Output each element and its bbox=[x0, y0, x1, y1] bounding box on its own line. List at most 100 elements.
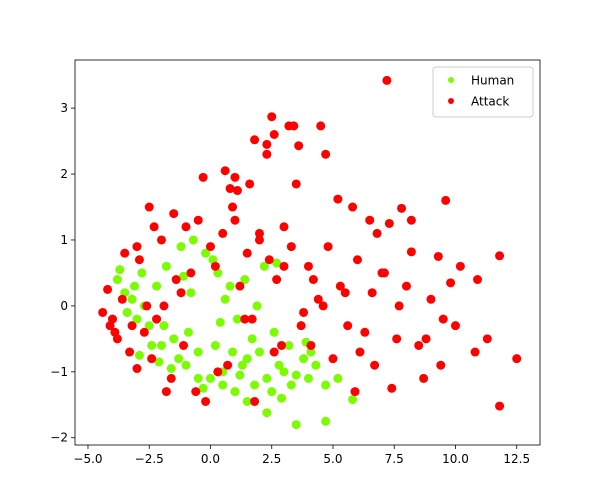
point bbox=[247, 314, 257, 324]
point bbox=[250, 135, 260, 145]
point bbox=[296, 321, 306, 331]
point bbox=[169, 334, 179, 344]
point bbox=[152, 314, 162, 324]
point bbox=[384, 218, 394, 228]
point bbox=[161, 261, 171, 271]
point bbox=[321, 380, 331, 390]
y-tick-label: 0 bbox=[60, 299, 68, 313]
point bbox=[512, 354, 522, 364]
point bbox=[360, 327, 370, 337]
point bbox=[333, 194, 343, 204]
point bbox=[250, 380, 260, 390]
point bbox=[306, 347, 316, 357]
point bbox=[240, 275, 250, 285]
point bbox=[299, 354, 309, 364]
point bbox=[495, 401, 505, 411]
point bbox=[482, 334, 492, 344]
point bbox=[495, 251, 505, 261]
y-tick-label: 2 bbox=[60, 167, 68, 181]
point bbox=[352, 255, 362, 265]
y-tick-label: 1 bbox=[60, 233, 68, 247]
point bbox=[303, 261, 313, 271]
point bbox=[132, 242, 142, 252]
point bbox=[159, 301, 169, 311]
point bbox=[198, 172, 208, 182]
point bbox=[181, 360, 191, 370]
point bbox=[242, 396, 252, 406]
point bbox=[473, 275, 483, 285]
point bbox=[242, 248, 252, 258]
x-tick-label: 7.5 bbox=[385, 452, 404, 466]
x-tick-label: 12.5 bbox=[503, 452, 530, 466]
point bbox=[240, 314, 250, 324]
point bbox=[262, 139, 272, 149]
point bbox=[169, 209, 179, 219]
point bbox=[406, 247, 416, 257]
point bbox=[125, 347, 135, 357]
point bbox=[426, 294, 436, 304]
point bbox=[269, 129, 279, 139]
point bbox=[401, 281, 411, 291]
point bbox=[154, 357, 164, 367]
point bbox=[394, 301, 404, 311]
point bbox=[230, 215, 240, 225]
point bbox=[120, 248, 130, 258]
point bbox=[303, 373, 313, 383]
point bbox=[291, 179, 301, 189]
point bbox=[321, 149, 331, 159]
point bbox=[450, 321, 460, 331]
legend-frame bbox=[432, 66, 534, 118]
point bbox=[174, 354, 184, 364]
point bbox=[149, 222, 159, 232]
point bbox=[433, 251, 443, 261]
x-tick-label: −2.5 bbox=[135, 452, 164, 466]
point bbox=[245, 179, 255, 189]
point bbox=[267, 112, 277, 122]
point bbox=[264, 255, 274, 265]
point bbox=[179, 340, 189, 350]
point bbox=[171, 275, 181, 285]
point bbox=[328, 354, 338, 364]
point bbox=[286, 242, 296, 252]
point bbox=[272, 258, 282, 268]
point bbox=[438, 314, 448, 324]
point bbox=[348, 395, 358, 405]
axes-frame bbox=[74, 59, 541, 446]
point bbox=[311, 360, 321, 370]
point bbox=[232, 314, 242, 324]
legend-marker bbox=[448, 98, 454, 104]
point bbox=[193, 215, 203, 225]
point bbox=[269, 347, 279, 357]
point bbox=[186, 268, 196, 278]
point bbox=[156, 235, 166, 245]
point bbox=[284, 340, 294, 350]
point bbox=[355, 347, 365, 357]
point bbox=[254, 228, 264, 238]
point bbox=[220, 166, 230, 176]
point bbox=[115, 265, 125, 275]
point bbox=[220, 294, 230, 304]
point bbox=[213, 367, 223, 377]
point bbox=[159, 321, 169, 331]
point bbox=[205, 242, 215, 252]
point bbox=[130, 281, 140, 291]
point bbox=[291, 420, 301, 430]
point bbox=[201, 248, 211, 258]
point bbox=[382, 75, 392, 85]
point bbox=[419, 373, 429, 383]
x-tick-label: 10.0 bbox=[442, 452, 469, 466]
point bbox=[193, 373, 203, 383]
y-tick-label: 3 bbox=[60, 101, 68, 115]
point bbox=[436, 360, 446, 370]
point bbox=[166, 364, 176, 374]
point bbox=[132, 314, 142, 324]
point bbox=[350, 387, 360, 397]
point bbox=[291, 370, 301, 380]
point bbox=[127, 321, 137, 331]
point bbox=[379, 268, 389, 278]
x-tick-label: 0.0 bbox=[201, 452, 220, 466]
point bbox=[215, 317, 225, 327]
point bbox=[259, 261, 269, 271]
point bbox=[183, 327, 193, 337]
